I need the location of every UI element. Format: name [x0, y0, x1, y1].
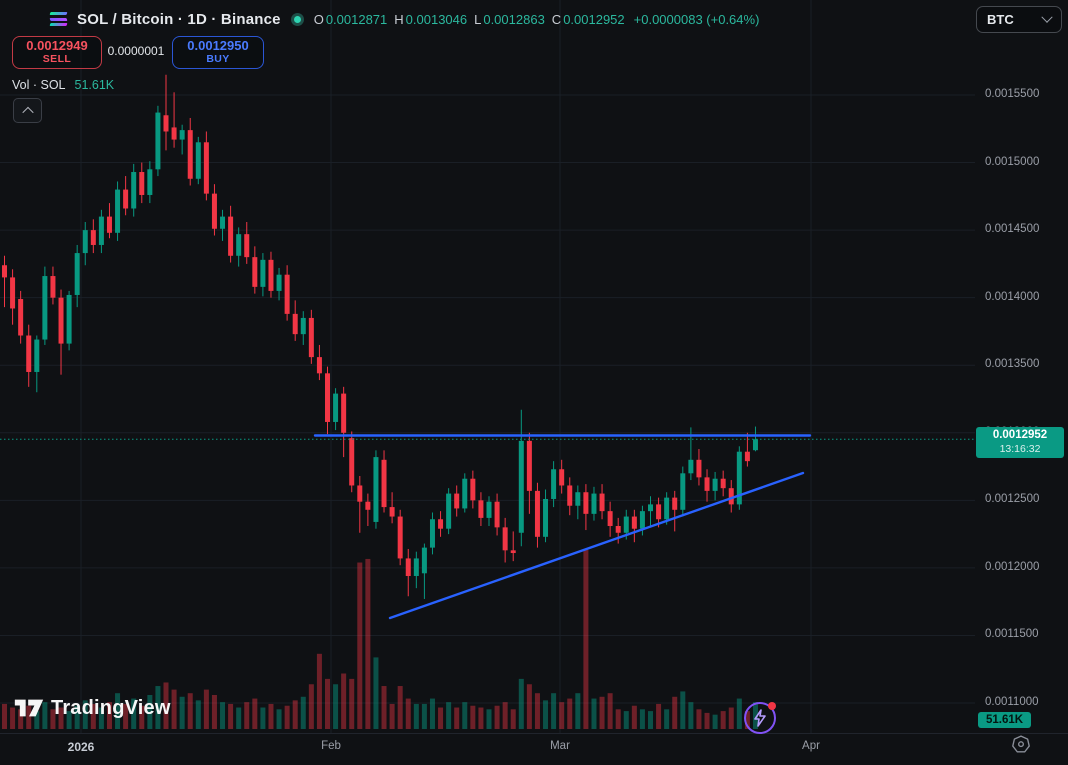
volume-legend-value: 51.61K: [74, 78, 115, 92]
sell-label: SELL: [42, 52, 72, 65]
time-axis-label: Mar: [550, 740, 570, 752]
time-axis-label: 2026: [67, 740, 95, 754]
topbar: SOL / Bitcoin · 1D · Binance O 0.0012871…: [0, 0, 1068, 38]
lightning-promo-icon[interactable]: [744, 702, 776, 734]
last-price-tag: 0.0012952 13:16:32: [976, 427, 1064, 458]
volume-axis-tag: 51.61K: [978, 712, 1032, 728]
price-tick-label: 0.0011000: [985, 695, 1039, 708]
high-label: H: [394, 11, 404, 27]
market-status-dot: [290, 12, 304, 26]
ohlc-legend: O 0.0012871 H 0.0013046 L 0.0012863 C 0.…: [314, 12, 760, 27]
tradingview-logo-icon: [14, 699, 44, 717]
currency-dropdown-value: BTC: [987, 12, 1014, 27]
high-value: 0.0013046: [405, 11, 468, 27]
time-axis-label: Feb: [321, 740, 341, 752]
change-value: +0.0000083 (+0.64%): [633, 11, 760, 27]
lightning-bolt-icon: [754, 709, 766, 727]
collapse-legend-button[interactable]: [13, 98, 42, 123]
buy-button[interactable]: 0.0012950 BUY: [172, 36, 264, 69]
price-tick-label: 0.0015000: [985, 155, 1040, 168]
sell-price: 0.0012949: [26, 38, 88, 54]
close-value: 0.0012952: [563, 11, 625, 27]
heptagon-settings-icon: [1012, 735, 1030, 753]
chevron-up-icon: [21, 106, 34, 118]
open-label: O: [313, 11, 324, 27]
notification-dot: [768, 702, 776, 710]
price-tick-label: 0.0015500: [985, 88, 1040, 100]
volume-legend-label: Vol · SOL: [12, 78, 66, 92]
tradingview-watermark-text: TradingView: [51, 696, 171, 719]
time-axis-label: Apr: [802, 740, 820, 752]
axis-settings-icon[interactable]: [1011, 735, 1031, 759]
buy-price: 0.0012950: [187, 38, 249, 54]
spread-value: 0.0000001: [107, 44, 165, 58]
open-value: 0.0012871: [325, 11, 388, 27]
close-label: C: [551, 11, 562, 27]
price-tick-label: 0.0011500: [985, 628, 1039, 641]
price-tick-label: 0.0014000: [985, 290, 1040, 303]
price-axis[interactable]: 0.0015500 0.0015000 0.0014500 0.0014000 0.00…: [975, 0, 1068, 733]
symbol-title[interactable]: SOL / Bitcoin · 1D · Binance: [77, 10, 281, 28]
low-value: 0.0012863: [483, 11, 545, 27]
price-tick-label: 0.0014500: [985, 223, 1040, 236]
buy-label: BUY: [206, 52, 230, 65]
sell-button[interactable]: 0.0012949 SELL: [12, 36, 102, 69]
low-label: L: [474, 11, 482, 27]
tradingview-watermark[interactable]: TradingView: [14, 696, 171, 720]
price-tick-label: 0.0012000: [985, 560, 1040, 573]
price-tick-label: 0.0013500: [985, 358, 1040, 371]
time-axis-separator: [0, 733, 1068, 734]
chevron-down-icon: [1041, 11, 1053, 23]
solana-logo-icon: [49, 12, 68, 26]
price-tick-label: 0.0012500: [985, 493, 1040, 506]
currency-dropdown[interactable]: BTC: [976, 6, 1062, 33]
bar-countdown: 13:16:32: [999, 443, 1041, 456]
volume-legend[interactable]: Vol · SOL 51.61K: [12, 78, 114, 92]
last-price-value: 0.0012952: [992, 429, 1048, 442]
time-axis[interactable]: 2026 Feb Mar Apr: [0, 733, 1068, 765]
